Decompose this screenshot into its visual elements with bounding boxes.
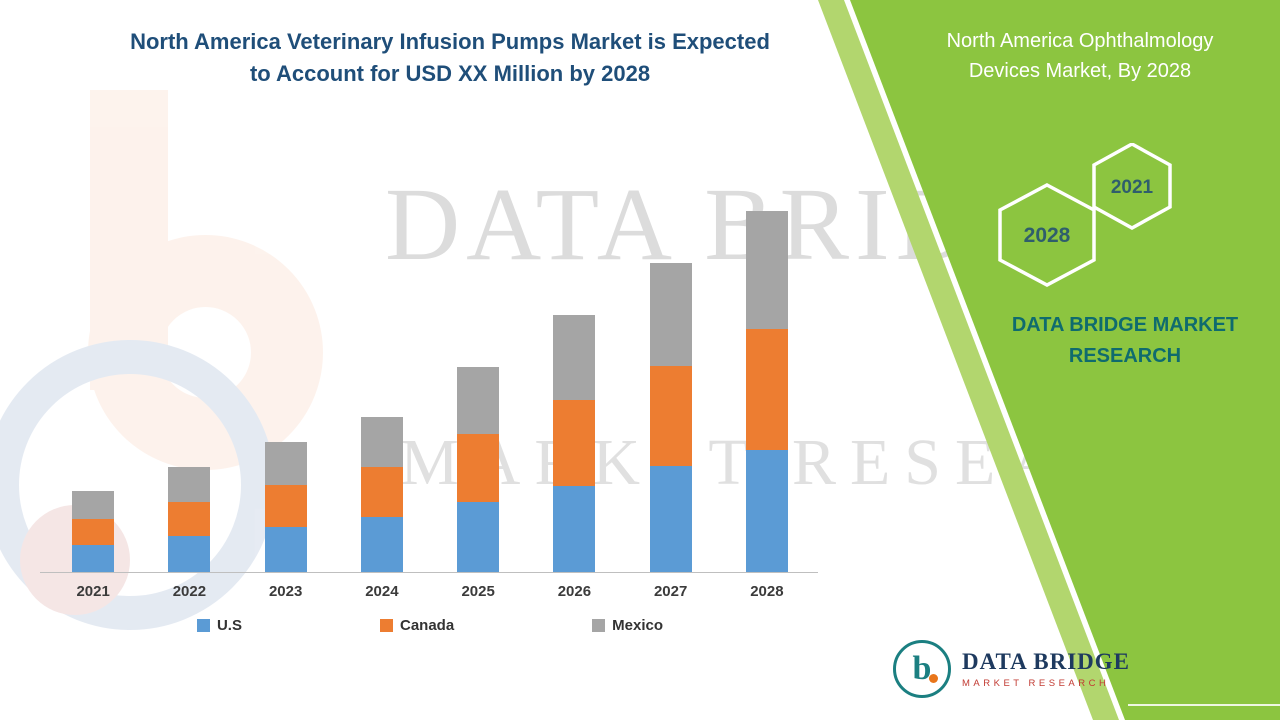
x-label-2023: 2023 (268, 583, 303, 600)
brand-logo-icon: b (893, 640, 951, 698)
bar-2025 (457, 367, 500, 572)
x-label-2028: 2028 (750, 583, 784, 600)
bar-segment-u-s-2023 (264, 527, 307, 572)
chart-title-line1: North America Veterinary Infusion Pumps … (130, 29, 770, 54)
bar-segment-u-s-2027 (649, 466, 692, 572)
background-brand-logo-watermark (0, 85, 350, 630)
x-label-2025: 2025 (461, 583, 495, 600)
bar-2028 (745, 211, 788, 572)
bar-segment-mexico-2022 (168, 467, 211, 502)
side-panel-title: North America Ophthalmology Devices Mark… (905, 26, 1255, 86)
bar-segment-canada-2026 (553, 400, 596, 486)
bar-2024 (360, 417, 403, 572)
bar-segment-canada-2021 (72, 519, 115, 545)
bar-segment-mexico-2025 (457, 367, 500, 434)
panel-decorative-line (1128, 704, 1280, 706)
bar-segment-canada-2024 (360, 467, 403, 517)
hexagon-2028-outline (998, 183, 1096, 287)
bar-segment-mexico-2024 (360, 417, 403, 467)
bar-segment-u-s-2024 (360, 517, 403, 572)
legend-swatch-canada (379, 619, 393, 632)
x-label-2026: 2026 (557, 583, 592, 600)
chart-title: North America Veterinary Infusion Pumps … (110, 26, 790, 90)
bar-2021 (72, 491, 115, 572)
brand-name-line2: RESEARCH (1068, 345, 1182, 367)
legend-item-u-s: U.S (196, 617, 242, 634)
hexagon-badge-2021: 2021 (1111, 177, 1154, 198)
side-panel-title-line2: Devices Market, By 2028 (968, 60, 1192, 82)
bar-segment-canada-2028 (745, 329, 788, 450)
bar-segment-u-s-2028 (745, 450, 788, 572)
hexagon-badge-2028: 2028 (1024, 224, 1071, 247)
legend-swatch-mexico (592, 619, 606, 632)
bar-chart-plot-area (45, 180, 815, 572)
bar-segment-canada-2023 (264, 485, 307, 527)
bar-segment-mexico-2028 (745, 211, 788, 329)
bar-2027 (649, 263, 692, 572)
chart-title-line2: to Account for USD XX Million by 2028 (249, 61, 651, 86)
bar-segment-canada-2027 (649, 366, 692, 466)
bar-segment-mexico-2027 (649, 263, 692, 366)
legend-label-u-s: U.S (216, 617, 242, 634)
bar-segment-u-s-2022 (168, 536, 211, 572)
x-axis-line (40, 572, 818, 573)
legend-label-canada: Canada (399, 617, 455, 634)
bar-segment-u-s-2021 (72, 545, 115, 572)
x-label-2024: 2024 (365, 583, 399, 600)
legend-label-mexico: Mexico (612, 617, 664, 634)
bar-segment-mexico-2026 (553, 315, 596, 400)
logo-orange-dot (929, 674, 938, 683)
bar-segment-u-s-2026 (553, 486, 596, 572)
bar-segment-u-s-2025 (457, 502, 500, 572)
x-label-2021: 2021 (76, 583, 110, 600)
bar-segment-canada-2022 (168, 502, 211, 536)
x-axis-labels: 2021 2022 2023 2024 2025 2026 2027 2028 (45, 583, 815, 600)
footer-brand-logo: b DATA BRIDGE MARKET RESEARCH (893, 640, 1130, 698)
logo-b-glyph: b (912, 650, 932, 687)
bar-segment-mexico-2023 (264, 442, 307, 485)
brand-name-line1: DATA BRIDGE MARKET (1011, 314, 1239, 336)
bar-segment-mexico-2021 (72, 491, 115, 519)
x-label-2027: 2027 (653, 583, 688, 600)
bar-2022 (168, 467, 211, 572)
bar-2023 (264, 442, 307, 572)
footer-logo-subtitle: MARKET RESEARCH (962, 678, 1110, 689)
legend-item-canada: Canada (379, 617, 455, 634)
bar-2026 (553, 315, 596, 572)
brand-name-text: DATA BRIDGE MARKET RESEARCH (945, 310, 1280, 372)
hexagon-2021-outline (1092, 143, 1172, 230)
year-hexagon-badges: 2028 2021 (998, 143, 1172, 287)
x-label-2022: 2022 (172, 583, 207, 600)
footer-logo-name: DATA BRIDGE (962, 649, 1130, 674)
chart-legend: U.S Canada Mexico (45, 617, 815, 634)
legend-item-mexico: Mexico (592, 617, 663, 634)
bar-segment-canada-2025 (457, 434, 500, 502)
side-panel-title-line1: North America Ophthalmology (946, 30, 1214, 52)
footer-logo-text: DATA BRIDGE MARKET RESEARCH (962, 649, 1130, 689)
legend-swatch-u-s (196, 619, 210, 632)
